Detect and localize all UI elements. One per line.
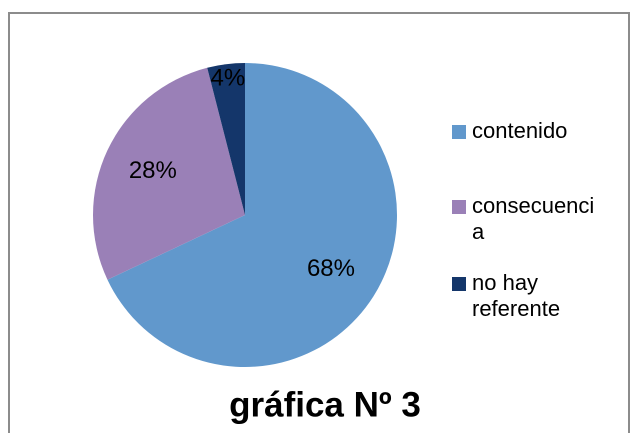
pie-slice	[93, 67, 245, 280]
legend-item: contenido	[452, 118, 622, 144]
legend-item: no hay referente	[452, 270, 622, 322]
legend-label: no hay referente	[472, 270, 561, 321]
legend-label: consecuencia	[472, 193, 595, 244]
legend-label: contenido	[472, 118, 568, 143]
legend-swatch	[452, 200, 466, 214]
legend-item: consecuencia	[452, 193, 622, 245]
pie-slice	[107, 63, 398, 367]
data-label: 4%	[211, 65, 246, 92]
data-label: 68%	[307, 255, 355, 282]
legend-swatch	[452, 277, 466, 291]
pie-slice	[207, 63, 245, 215]
chart-frame	[8, 12, 630, 433]
legend-swatch	[452, 125, 466, 139]
data-label: 28%	[129, 157, 177, 184]
chart-title: gráfica Nº 3	[229, 385, 421, 424]
